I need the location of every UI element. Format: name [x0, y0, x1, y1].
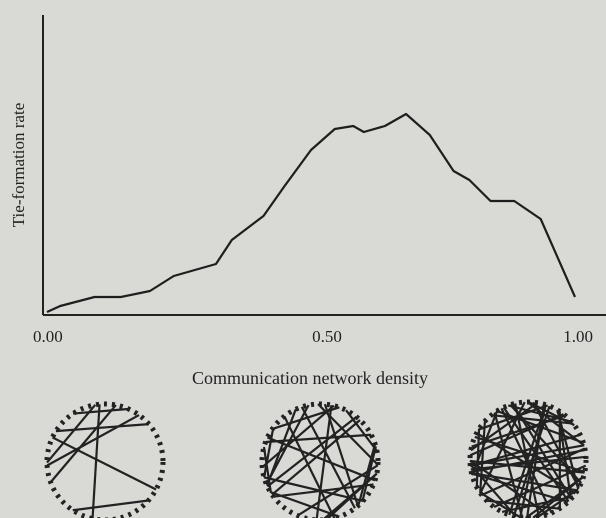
x-tick-label: 1.00 [563, 327, 593, 346]
page: {"chart_data": {"type": "line", "x_label… [0, 0, 606, 518]
x-tick-label: 0.00 [33, 327, 63, 346]
x-tick-label: 0.50 [312, 327, 342, 346]
x-axis-label: Communication network density [192, 368, 428, 388]
y-axis-label: Tie-formation rate [9, 103, 28, 227]
chart: Tie-formation rate Communication network… [0, 0, 606, 518]
